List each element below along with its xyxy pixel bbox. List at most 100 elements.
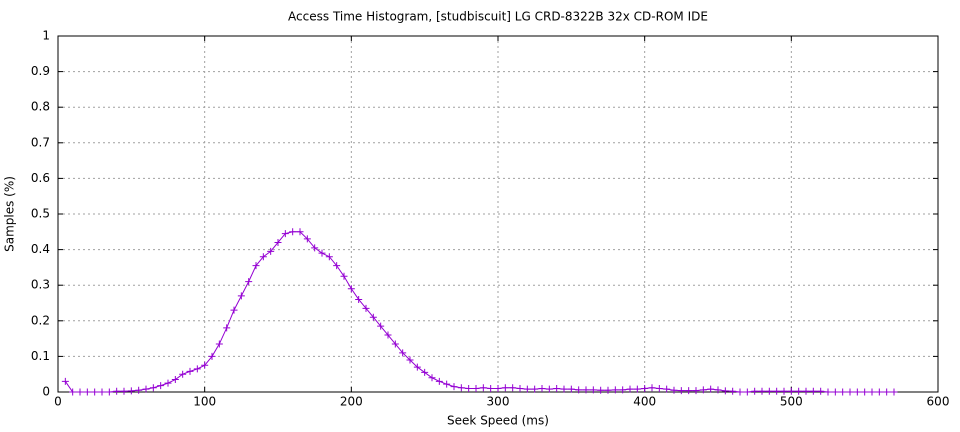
chart-title: Access Time Histogram, [studbiscuit] LG … bbox=[288, 10, 708, 24]
point-marker bbox=[538, 384, 546, 392]
point-marker bbox=[61, 377, 69, 385]
point-marker bbox=[215, 340, 223, 348]
x-tick-label: 0 bbox=[54, 395, 62, 409]
point-marker bbox=[347, 285, 355, 293]
point-marker bbox=[853, 388, 861, 396]
point-marker bbox=[201, 361, 209, 369]
point-marker bbox=[164, 379, 172, 387]
point-marker bbox=[443, 380, 451, 388]
point-marker bbox=[223, 324, 231, 332]
point-marker bbox=[516, 384, 524, 392]
point-marker bbox=[758, 387, 766, 395]
point-marker bbox=[641, 384, 649, 392]
point-marker bbox=[428, 374, 436, 382]
point-marker bbox=[883, 388, 891, 396]
point-marker bbox=[252, 262, 260, 270]
point-marker bbox=[663, 385, 671, 393]
point-marker bbox=[743, 388, 751, 396]
point-marker bbox=[501, 384, 509, 392]
y-tick-label: 0.7 bbox=[31, 135, 50, 149]
point-marker bbox=[560, 385, 568, 393]
point-marker bbox=[135, 386, 143, 394]
point-marker bbox=[245, 278, 253, 286]
point-marker bbox=[619, 386, 627, 394]
point-marker bbox=[655, 384, 663, 392]
y-tick-label: 0.2 bbox=[31, 313, 50, 327]
point-marker bbox=[677, 387, 685, 395]
y-tick-label: 1 bbox=[42, 29, 50, 43]
y-tick-label: 0 bbox=[42, 385, 50, 399]
point-marker bbox=[670, 386, 678, 394]
point-marker bbox=[817, 387, 825, 395]
point-marker bbox=[113, 387, 121, 395]
point-marker bbox=[824, 388, 832, 396]
point-marker bbox=[487, 384, 495, 392]
point-marker bbox=[553, 384, 561, 392]
y-tick-label: 0.5 bbox=[31, 207, 50, 221]
point-marker bbox=[399, 349, 407, 357]
point-marker bbox=[340, 272, 348, 280]
y-tick-label: 0.3 bbox=[31, 278, 50, 292]
point-marker bbox=[179, 370, 187, 378]
point-marker bbox=[795, 387, 803, 395]
x-tick-label: 100 bbox=[193, 395, 216, 409]
point-marker bbox=[311, 244, 319, 252]
point-marker bbox=[69, 388, 77, 396]
point-marker bbox=[157, 382, 165, 390]
point-marker bbox=[83, 388, 91, 396]
point-marker bbox=[91, 388, 99, 396]
point-marker bbox=[303, 235, 311, 243]
x-tick-label: 600 bbox=[927, 395, 950, 409]
point-marker bbox=[237, 292, 245, 300]
point-marker bbox=[699, 386, 707, 394]
y-tick-label: 0.4 bbox=[31, 242, 50, 256]
point-marker bbox=[274, 238, 282, 246]
y-tick-label: 0.6 bbox=[31, 171, 50, 185]
point-marker bbox=[186, 367, 194, 375]
point-marker bbox=[868, 388, 876, 396]
point-marker bbox=[230, 306, 238, 314]
point-marker bbox=[729, 387, 737, 395]
x-tick-label: 200 bbox=[340, 395, 363, 409]
point-marker bbox=[567, 385, 575, 393]
point-marker bbox=[494, 384, 502, 392]
point-marker bbox=[707, 385, 715, 393]
point-marker bbox=[751, 387, 759, 395]
point-marker bbox=[545, 385, 553, 393]
point-marker bbox=[589, 386, 597, 394]
point-marker bbox=[413, 363, 421, 371]
point-marker bbox=[773, 387, 781, 395]
point-marker bbox=[333, 262, 341, 270]
point-marker bbox=[648, 384, 656, 392]
point-marker bbox=[780, 387, 788, 395]
point-marker bbox=[384, 331, 392, 339]
point-marker bbox=[890, 388, 898, 396]
point-marker bbox=[736, 388, 744, 396]
point-marker bbox=[861, 388, 869, 396]
point-marker bbox=[685, 387, 693, 395]
point-marker bbox=[714, 386, 722, 394]
y-tick-label: 0.1 bbox=[31, 349, 50, 363]
point-marker bbox=[846, 388, 854, 396]
point-marker bbox=[465, 384, 473, 392]
point-marker bbox=[289, 228, 297, 236]
point-marker bbox=[98, 388, 106, 396]
point-marker bbox=[120, 387, 128, 395]
point-marker bbox=[597, 386, 605, 394]
point-marker bbox=[325, 253, 333, 261]
point-marker bbox=[765, 387, 773, 395]
point-marker bbox=[531, 385, 539, 393]
x-axis-label: Seek Speed (ms) bbox=[447, 414, 549, 428]
x-tick-label: 300 bbox=[487, 395, 510, 409]
point-marker bbox=[523, 385, 531, 393]
point-marker bbox=[604, 386, 612, 394]
point-marker bbox=[76, 388, 84, 396]
point-marker bbox=[296, 228, 304, 236]
point-marker bbox=[355, 295, 363, 303]
point-marker bbox=[839, 388, 847, 396]
point-marker bbox=[142, 385, 150, 393]
point-marker bbox=[809, 387, 817, 395]
y-axis-label: Samples (%) bbox=[3, 176, 17, 252]
